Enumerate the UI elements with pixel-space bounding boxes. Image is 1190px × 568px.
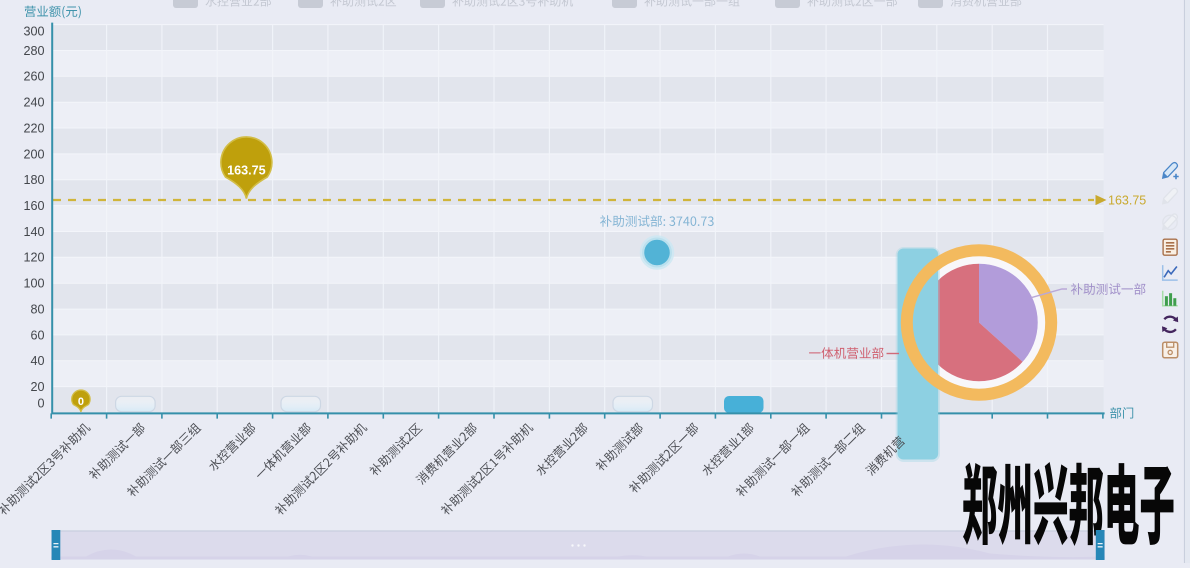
svg-text:140: 140	[23, 225, 44, 239]
svg-text:0: 0	[37, 397, 44, 411]
svg-text:240: 240	[23, 96, 44, 110]
svg-text:220: 220	[23, 121, 44, 135]
svg-text:280: 280	[23, 44, 44, 58]
svg-text:260: 260	[23, 70, 44, 84]
svg-text:120: 120	[23, 251, 44, 265]
svg-text:60: 60	[30, 328, 44, 342]
svg-text:80: 80	[30, 303, 44, 317]
svg-text:300: 300	[23, 25, 44, 39]
svg-text:20: 20	[30, 380, 44, 394]
svg-text:0: 0	[78, 396, 84, 408]
svg-text:200: 200	[23, 147, 44, 161]
svg-text:163.75: 163.75	[227, 164, 266, 178]
svg-text:100: 100	[23, 277, 44, 291]
svg-text:160: 160	[23, 199, 44, 213]
svg-text:40: 40	[30, 354, 44, 368]
svg-text:163.75: 163.75	[1108, 193, 1146, 207]
svg-text:180: 180	[23, 173, 44, 187]
